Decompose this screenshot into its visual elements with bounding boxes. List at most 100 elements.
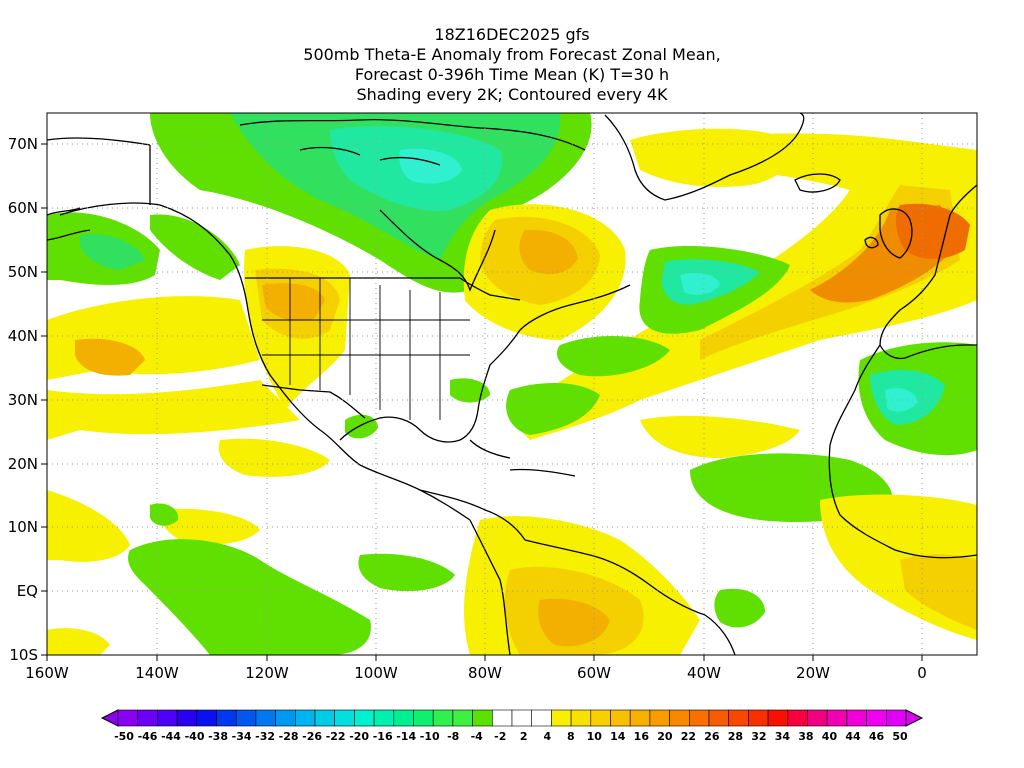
colorbar-swatch — [196, 709, 217, 727]
state-borders — [262, 278, 470, 420]
title-line-2: 500mb Theta-E Anomaly from Forecast Zona… — [303, 45, 721, 64]
shade-trop-pacific-green — [128, 539, 371, 655]
y-axis-labels: 10S EQ 10N 20N 30N 40N 50N 60N 70N — [8, 135, 38, 664]
shade-gulfstream-green — [506, 383, 600, 435]
colorbar-label: -26 — [302, 730, 322, 743]
shade-canada-cyan — [399, 148, 462, 184]
x-tick-label: 100W — [354, 664, 398, 682]
colorbar-swatch — [885, 709, 907, 727]
colorbar-label: 22 — [681, 730, 696, 743]
coast-uk — [864, 208, 913, 259]
colorbar-swatch — [610, 709, 631, 727]
x-tick-label: 80W — [468, 664, 502, 682]
colorbar-label: -14 — [396, 730, 416, 743]
colorbar-swatch — [275, 709, 296, 727]
colorbar-label: -2 — [494, 730, 506, 743]
colorbar-label: -8 — [447, 730, 459, 743]
colorbar-swatch — [748, 709, 769, 727]
colorbar-swatch — [294, 709, 316, 727]
colorbar-label: -50 — [114, 730, 134, 743]
y-tick-label: 40N — [8, 327, 38, 345]
colorbar-label: 8 — [567, 730, 575, 743]
x-tick-label: 160W — [25, 664, 69, 682]
y-tick-label: 10N — [8, 518, 38, 536]
colorbar-swatch — [728, 709, 749, 727]
shade-trop-pacific-green-2 — [358, 553, 455, 592]
colorbar-swatch — [570, 709, 592, 727]
coast-africa — [828, 344, 977, 559]
coast-na-east — [339, 284, 631, 443]
colorbar-swatch — [393, 709, 414, 727]
x-tick-label: 140W — [135, 664, 179, 682]
tick-marks — [41, 143, 923, 661]
shade-europe-orange-dark — [895, 203, 970, 259]
colorbar-label: 46 — [869, 730, 885, 743]
y-tick-label: 50N — [8, 263, 38, 281]
colorbar-label: -16 — [373, 730, 393, 743]
border-us-canada — [245, 277, 521, 301]
colorbar-label: 34 — [775, 730, 791, 743]
y-tick-label: 20N — [8, 455, 38, 473]
colorbar-label: 28 — [728, 730, 743, 743]
colorbar-swatch — [826, 709, 848, 727]
colorbar-swatch — [137, 709, 158, 727]
shade-bering-green — [150, 214, 240, 280]
colorbar-swatch — [314, 709, 336, 727]
y-tick-label: 10S — [9, 646, 38, 664]
colorbar-swatch — [866, 709, 887, 727]
shade-trop-pacific-green-3 — [150, 503, 179, 526]
colorbar-swatch — [787, 709, 808, 727]
shade-quebec-orange — [519, 229, 578, 275]
colorbar-swatch — [590, 709, 611, 727]
colorbar: -50 -46 -44 -40 -38 -34 -32 -28 -26 -22 -20 -16 -14-… — [100, 709, 924, 743]
colorbar-swatch — [511, 709, 533, 727]
coast-na-west — [59, 202, 471, 521]
colorbar-label: -20 — [349, 730, 369, 743]
y-tick-label: 70N — [8, 135, 38, 153]
colorbar-label: 40 — [822, 730, 838, 743]
colorbar-swatch — [235, 709, 257, 727]
colorbar-swatch — [629, 709, 651, 727]
shade-trop-yellow-3 — [640, 415, 800, 458]
colorbar-label: 14 — [610, 730, 626, 743]
shade-pacific-orange — [75, 338, 145, 376]
coast-hudson-bay — [379, 209, 496, 292]
map-frame — [46, 112, 978, 656]
colorbar-label: 20 — [657, 730, 673, 743]
shade-amazon-green — [714, 588, 765, 628]
colorbar-swatch — [551, 709, 572, 727]
colorbar-swatch — [688, 709, 710, 727]
border-us-mexico — [261, 384, 366, 419]
coast-greenland — [604, 113, 805, 201]
colorbar-swatch — [708, 709, 730, 727]
coast-iceland — [794, 173, 841, 193]
colorbar-label: 50 — [892, 730, 908, 743]
coast-arctic — [239, 119, 586, 166]
coast-south-america — [469, 519, 736, 655]
colorbar-label: -38 — [208, 730, 228, 743]
colorbar-label: 2 — [520, 730, 528, 743]
colorbar-label: -28 — [279, 730, 299, 743]
colorbar-swatch — [846, 709, 867, 727]
colorbar-label: -4 — [471, 730, 484, 743]
shade-atlantic-cyan — [680, 273, 720, 296]
colorbar-label: -44 — [161, 730, 181, 743]
shade-west-us-orange — [262, 283, 325, 321]
colorbar-label: 38 — [798, 730, 813, 743]
shade-mid-atlantic-green — [556, 335, 670, 377]
title-line-4: Shading every 2K; Contoured every 4K — [356, 85, 668, 104]
colorbar-swatch — [413, 709, 434, 727]
shade-trop-yellow-5 — [47, 628, 110, 655]
coast-caribbean — [419, 439, 576, 541]
colorbar-swatch — [255, 709, 276, 727]
colorbar-left-arrow — [100, 709, 119, 727]
colorbar-swatch — [767, 709, 789, 727]
shade-africa-gold — [900, 554, 977, 630]
shade-alaska-green-2 — [80, 234, 145, 270]
x-tick-label: 120W — [245, 664, 289, 682]
colorbar-swatch — [472, 709, 493, 727]
shade-nafrica-cyan — [885, 388, 918, 412]
colorbar-swatch — [669, 709, 690, 727]
x-tick-label: 40W — [687, 664, 721, 682]
